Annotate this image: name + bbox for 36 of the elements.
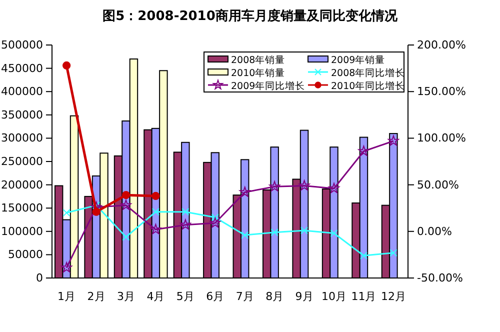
legend-label: 2008年销量 xyxy=(231,54,286,66)
y2-tick-label: 100.00% xyxy=(417,132,466,145)
legend-label: 2010年同比增长 xyxy=(331,80,406,92)
y2-tick-label: 0.00% xyxy=(417,224,452,238)
x-tick-label: 9月 xyxy=(295,290,314,303)
legend-label: 2010年销量 xyxy=(231,67,286,79)
y-tick-label: 250000 xyxy=(1,155,43,168)
y2-tick-label: 200.00% xyxy=(417,38,466,52)
y-tick-label: 100000 xyxy=(1,224,43,238)
x-tick-label: 12月 xyxy=(380,290,406,303)
legend-label: 2009年同比增长 xyxy=(231,80,306,92)
x-tick-label: 3月 xyxy=(116,290,135,303)
y-tick-label: 50000 xyxy=(8,248,43,262)
x-tick-label: 2月 xyxy=(87,290,106,303)
y2-tick-label: -50.00% xyxy=(417,272,463,285)
chart-title: 图5：2008-2010商用车月度销量及同比变化情况 xyxy=(102,8,398,24)
y2-tick-label: 150.00% xyxy=(417,85,466,98)
y-tick-label: 150000 xyxy=(1,202,43,215)
y-tick-label: 200000 xyxy=(1,178,43,192)
y-tick-label: 350000 xyxy=(1,108,43,122)
y2-tick-label: 50.00% xyxy=(417,178,459,192)
x-tick-label: 1月 xyxy=(58,290,76,303)
x-tick-label: 10月 xyxy=(322,290,347,303)
x-tick-label: 7月 xyxy=(236,290,254,303)
legend-label: 2009年销量 xyxy=(331,54,386,66)
x-tick-label: 8月 xyxy=(266,290,284,303)
y-tick-label: 400000 xyxy=(1,85,43,98)
y-tick-label: 500000 xyxy=(1,38,43,52)
y-tick-label: 300000 xyxy=(1,132,43,145)
x-tick-label: 5月 xyxy=(176,290,194,303)
y-tick-label: 0 xyxy=(36,272,43,285)
x-tick-label: 6月 xyxy=(206,290,224,303)
legend-label: 2008年同比增长 xyxy=(331,67,406,79)
x-tick-label: 4月 xyxy=(146,290,165,303)
x-tick-label: 11月 xyxy=(351,290,376,303)
y-tick-label: 450000 xyxy=(1,62,43,75)
